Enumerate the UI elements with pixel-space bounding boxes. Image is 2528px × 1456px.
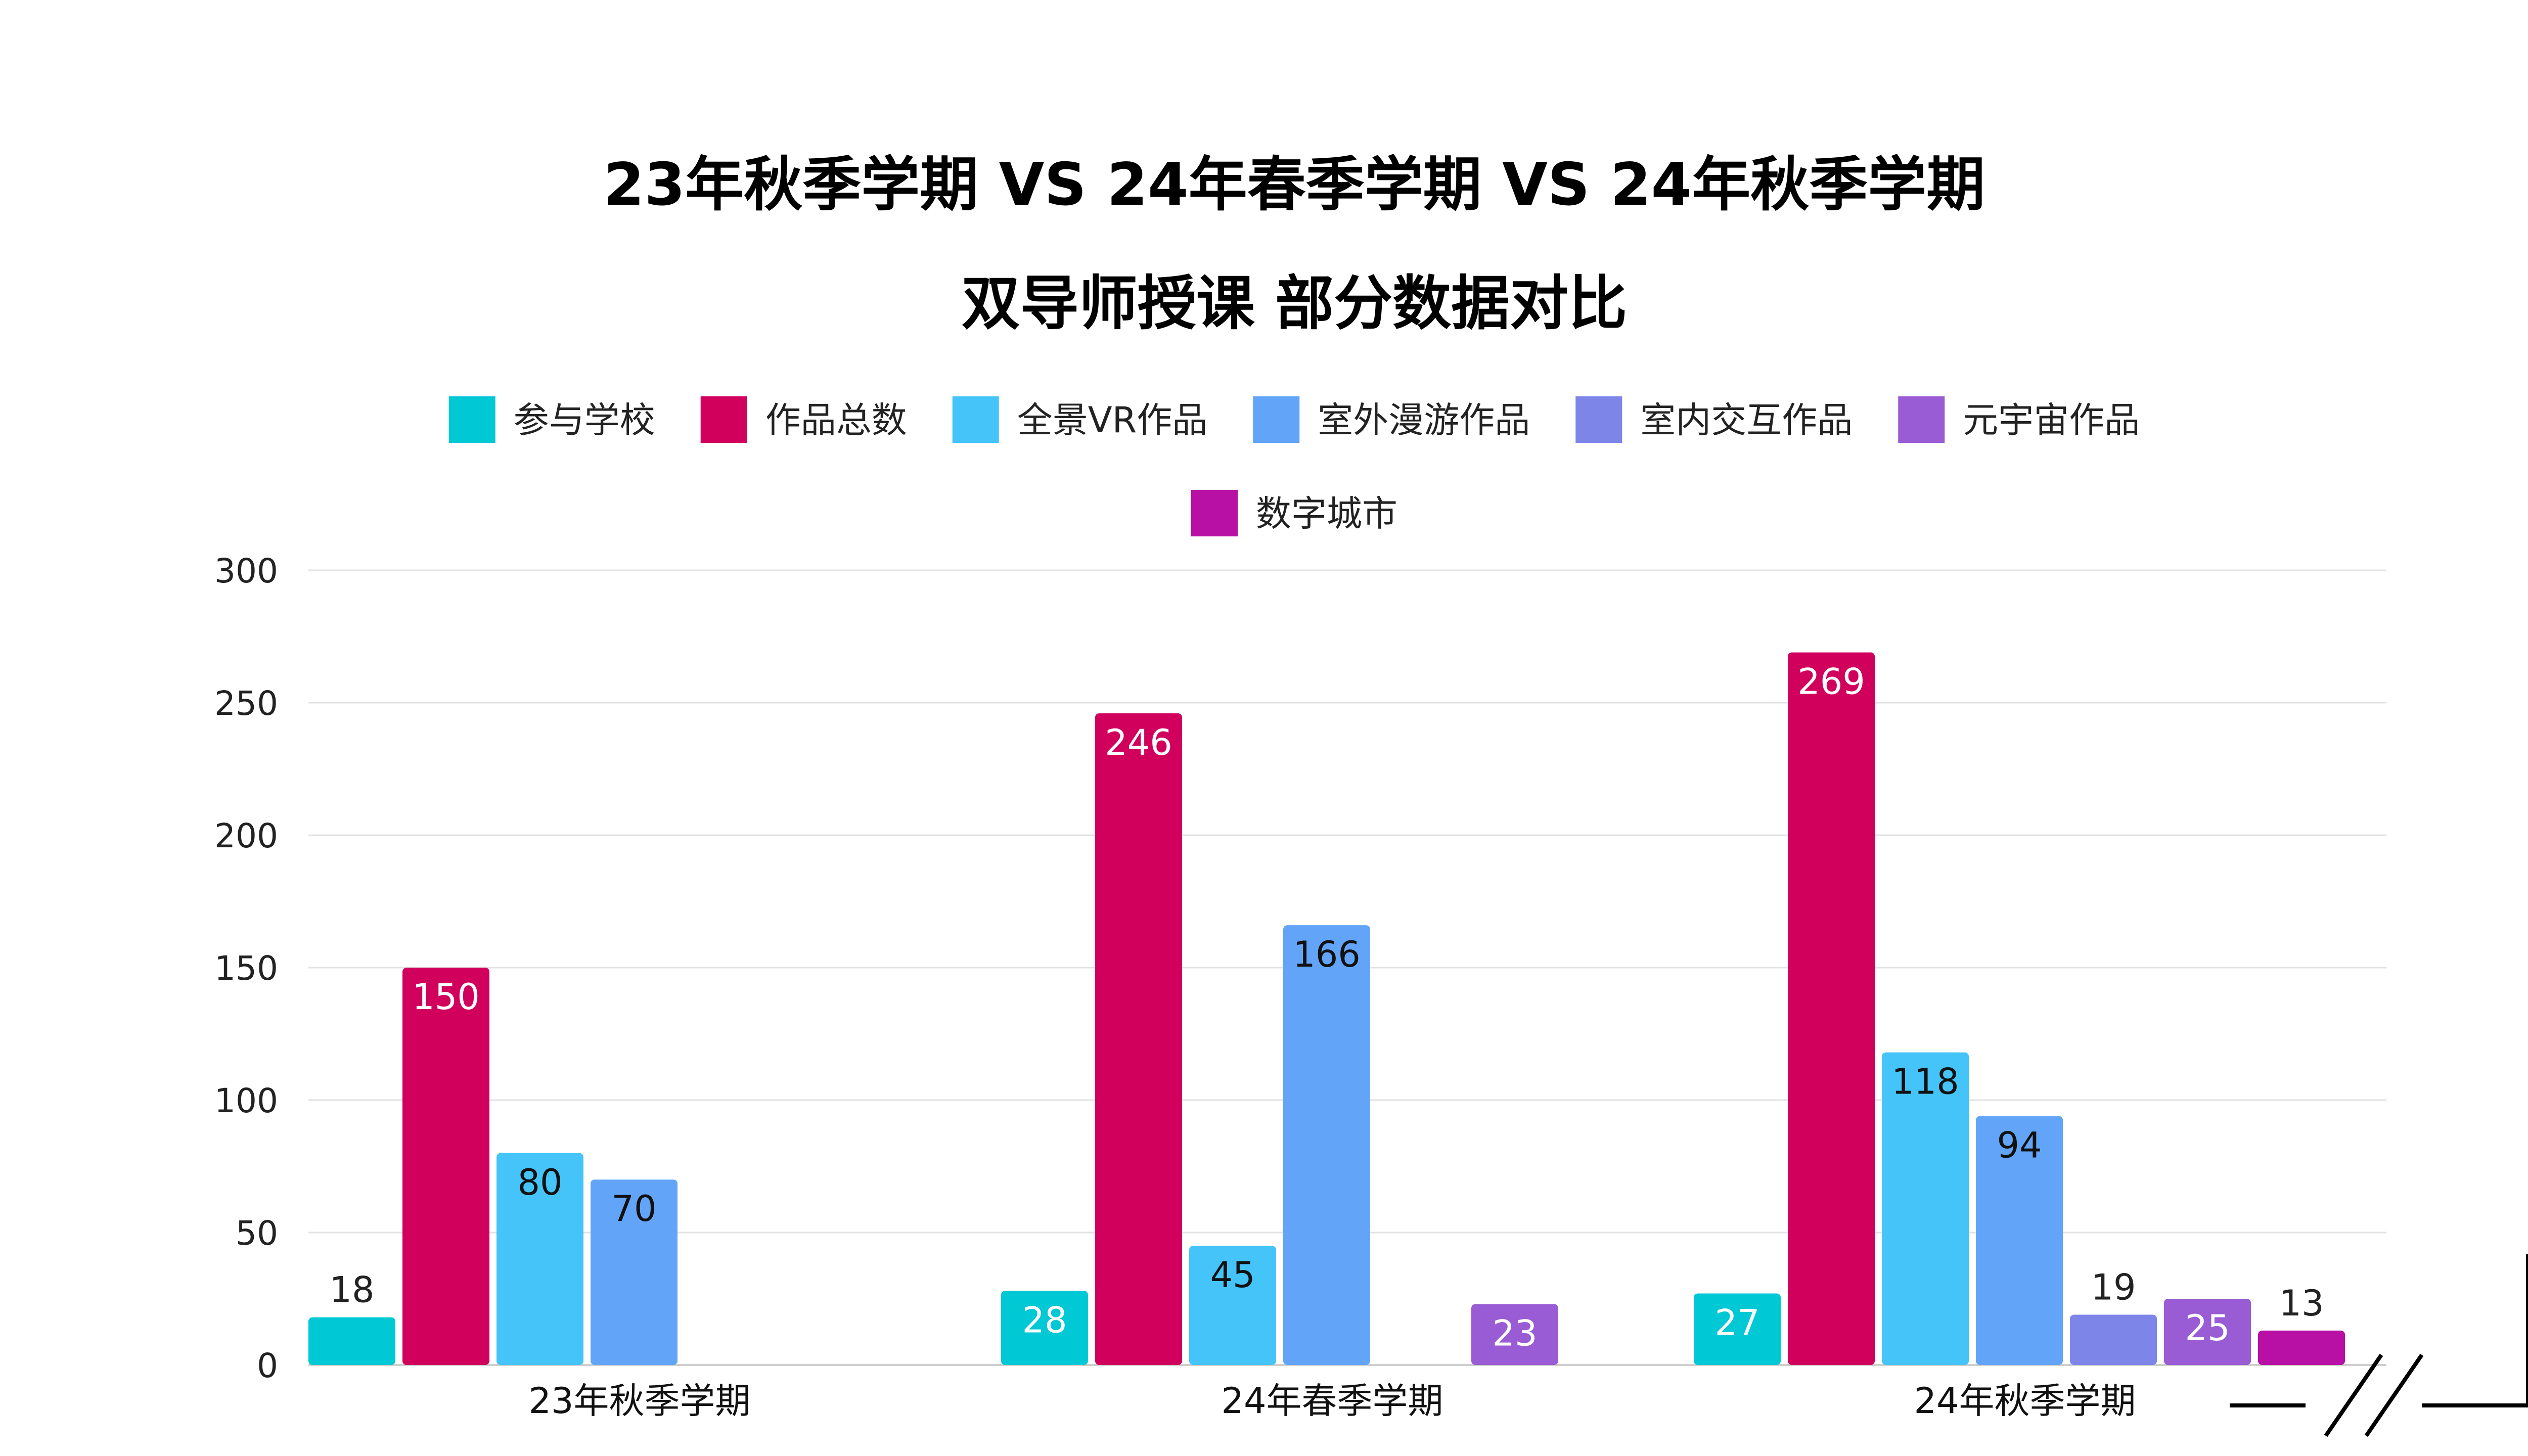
legend-label: 全景VR作品 xyxy=(1017,399,1208,441)
bar xyxy=(308,1317,395,1365)
legend-swatch xyxy=(1575,396,1622,443)
y-tick-label: 0 xyxy=(257,1346,278,1385)
y-tick-label: 200 xyxy=(214,816,278,855)
bar xyxy=(1189,1246,1276,1365)
bar xyxy=(2164,1299,2251,1365)
bar xyxy=(2070,1314,2157,1365)
legend-label: 数字城市 xyxy=(1256,493,1397,534)
bar-value-label: 13 xyxy=(2279,1283,2324,1324)
legend-label: 室内交互作品 xyxy=(1640,399,1853,441)
bar xyxy=(1788,652,1875,1365)
y-tick-label: 150 xyxy=(214,949,278,988)
bar-value-label: 25 xyxy=(2185,1307,2230,1349)
y-tick-label: 250 xyxy=(214,684,278,723)
bar xyxy=(1694,1293,1781,1365)
chart-subtitle: 双导师授课 部分数据对比 xyxy=(962,269,1627,338)
legend-swatch xyxy=(952,396,999,443)
legend-label: 作品总数 xyxy=(765,399,907,441)
legend-swatch xyxy=(1253,396,1300,443)
legend-label: 元宇宙作品 xyxy=(1963,399,2140,441)
x-tick-label: 24年春季学期 xyxy=(1221,1380,1443,1422)
bar xyxy=(1471,1304,1558,1365)
y-axis: 0 50 100 150 200 250 300 xyxy=(214,552,278,1385)
bar xyxy=(1976,1116,2063,1365)
bar xyxy=(496,1153,583,1365)
legend-swatch xyxy=(1898,396,1945,443)
bar-value-label: 19 xyxy=(2091,1266,2136,1308)
x-axis: 23年秋季学期 24年春季学期 24年秋季学期 xyxy=(528,1380,2136,1422)
legend-swatch xyxy=(448,396,495,443)
bar-value-label: 18 xyxy=(329,1269,374,1311)
bar xyxy=(1283,925,1370,1365)
bar-value-label: 94 xyxy=(1997,1124,2042,1166)
bar-value-label: 27 xyxy=(1714,1302,1759,1344)
bar-value-label: 150 xyxy=(412,976,480,1018)
bar xyxy=(1001,1291,1088,1365)
bar xyxy=(1095,713,1182,1365)
y-tick-label: 100 xyxy=(214,1081,278,1120)
bar xyxy=(402,968,489,1365)
legend-label: 参与学校 xyxy=(514,399,655,441)
bar-value-label: 166 xyxy=(1293,934,1361,975)
bar-value-label: 80 xyxy=(517,1162,562,1203)
corner-decoration xyxy=(2230,1254,2528,1437)
bar-value-label: 246 xyxy=(1105,722,1172,763)
bar-value-label: 70 xyxy=(611,1188,656,1230)
bars: 18 150 80 70 28 246 45 166 23 27 269 118 94 19 25 13 xyxy=(308,652,2345,1365)
bar xyxy=(591,1179,678,1365)
bar xyxy=(1882,1052,1969,1365)
bar-value-label: 23 xyxy=(1492,1312,1537,1354)
y-tick-label: 50 xyxy=(236,1214,278,1253)
bar-value-label: 45 xyxy=(1210,1254,1255,1296)
bar-value-label: 118 xyxy=(1891,1061,1959,1103)
bar xyxy=(2258,1330,2345,1365)
bar-value-label: 28 xyxy=(1022,1299,1067,1341)
y-tick-label: 300 xyxy=(214,552,278,590)
x-tick-label: 24年秋季学期 xyxy=(1914,1380,2136,1422)
legend-swatch xyxy=(700,396,747,443)
legend-swatch xyxy=(1191,490,1238,536)
chart-title: 23年秋季学期 VS 24年春季学期 VS 24年秋季学期 xyxy=(604,151,1985,219)
legend-label: 室外漫游作品 xyxy=(1318,399,1530,441)
x-tick-label: 23年秋季学期 xyxy=(528,1380,750,1422)
bar-value-label: 269 xyxy=(1797,661,1865,702)
